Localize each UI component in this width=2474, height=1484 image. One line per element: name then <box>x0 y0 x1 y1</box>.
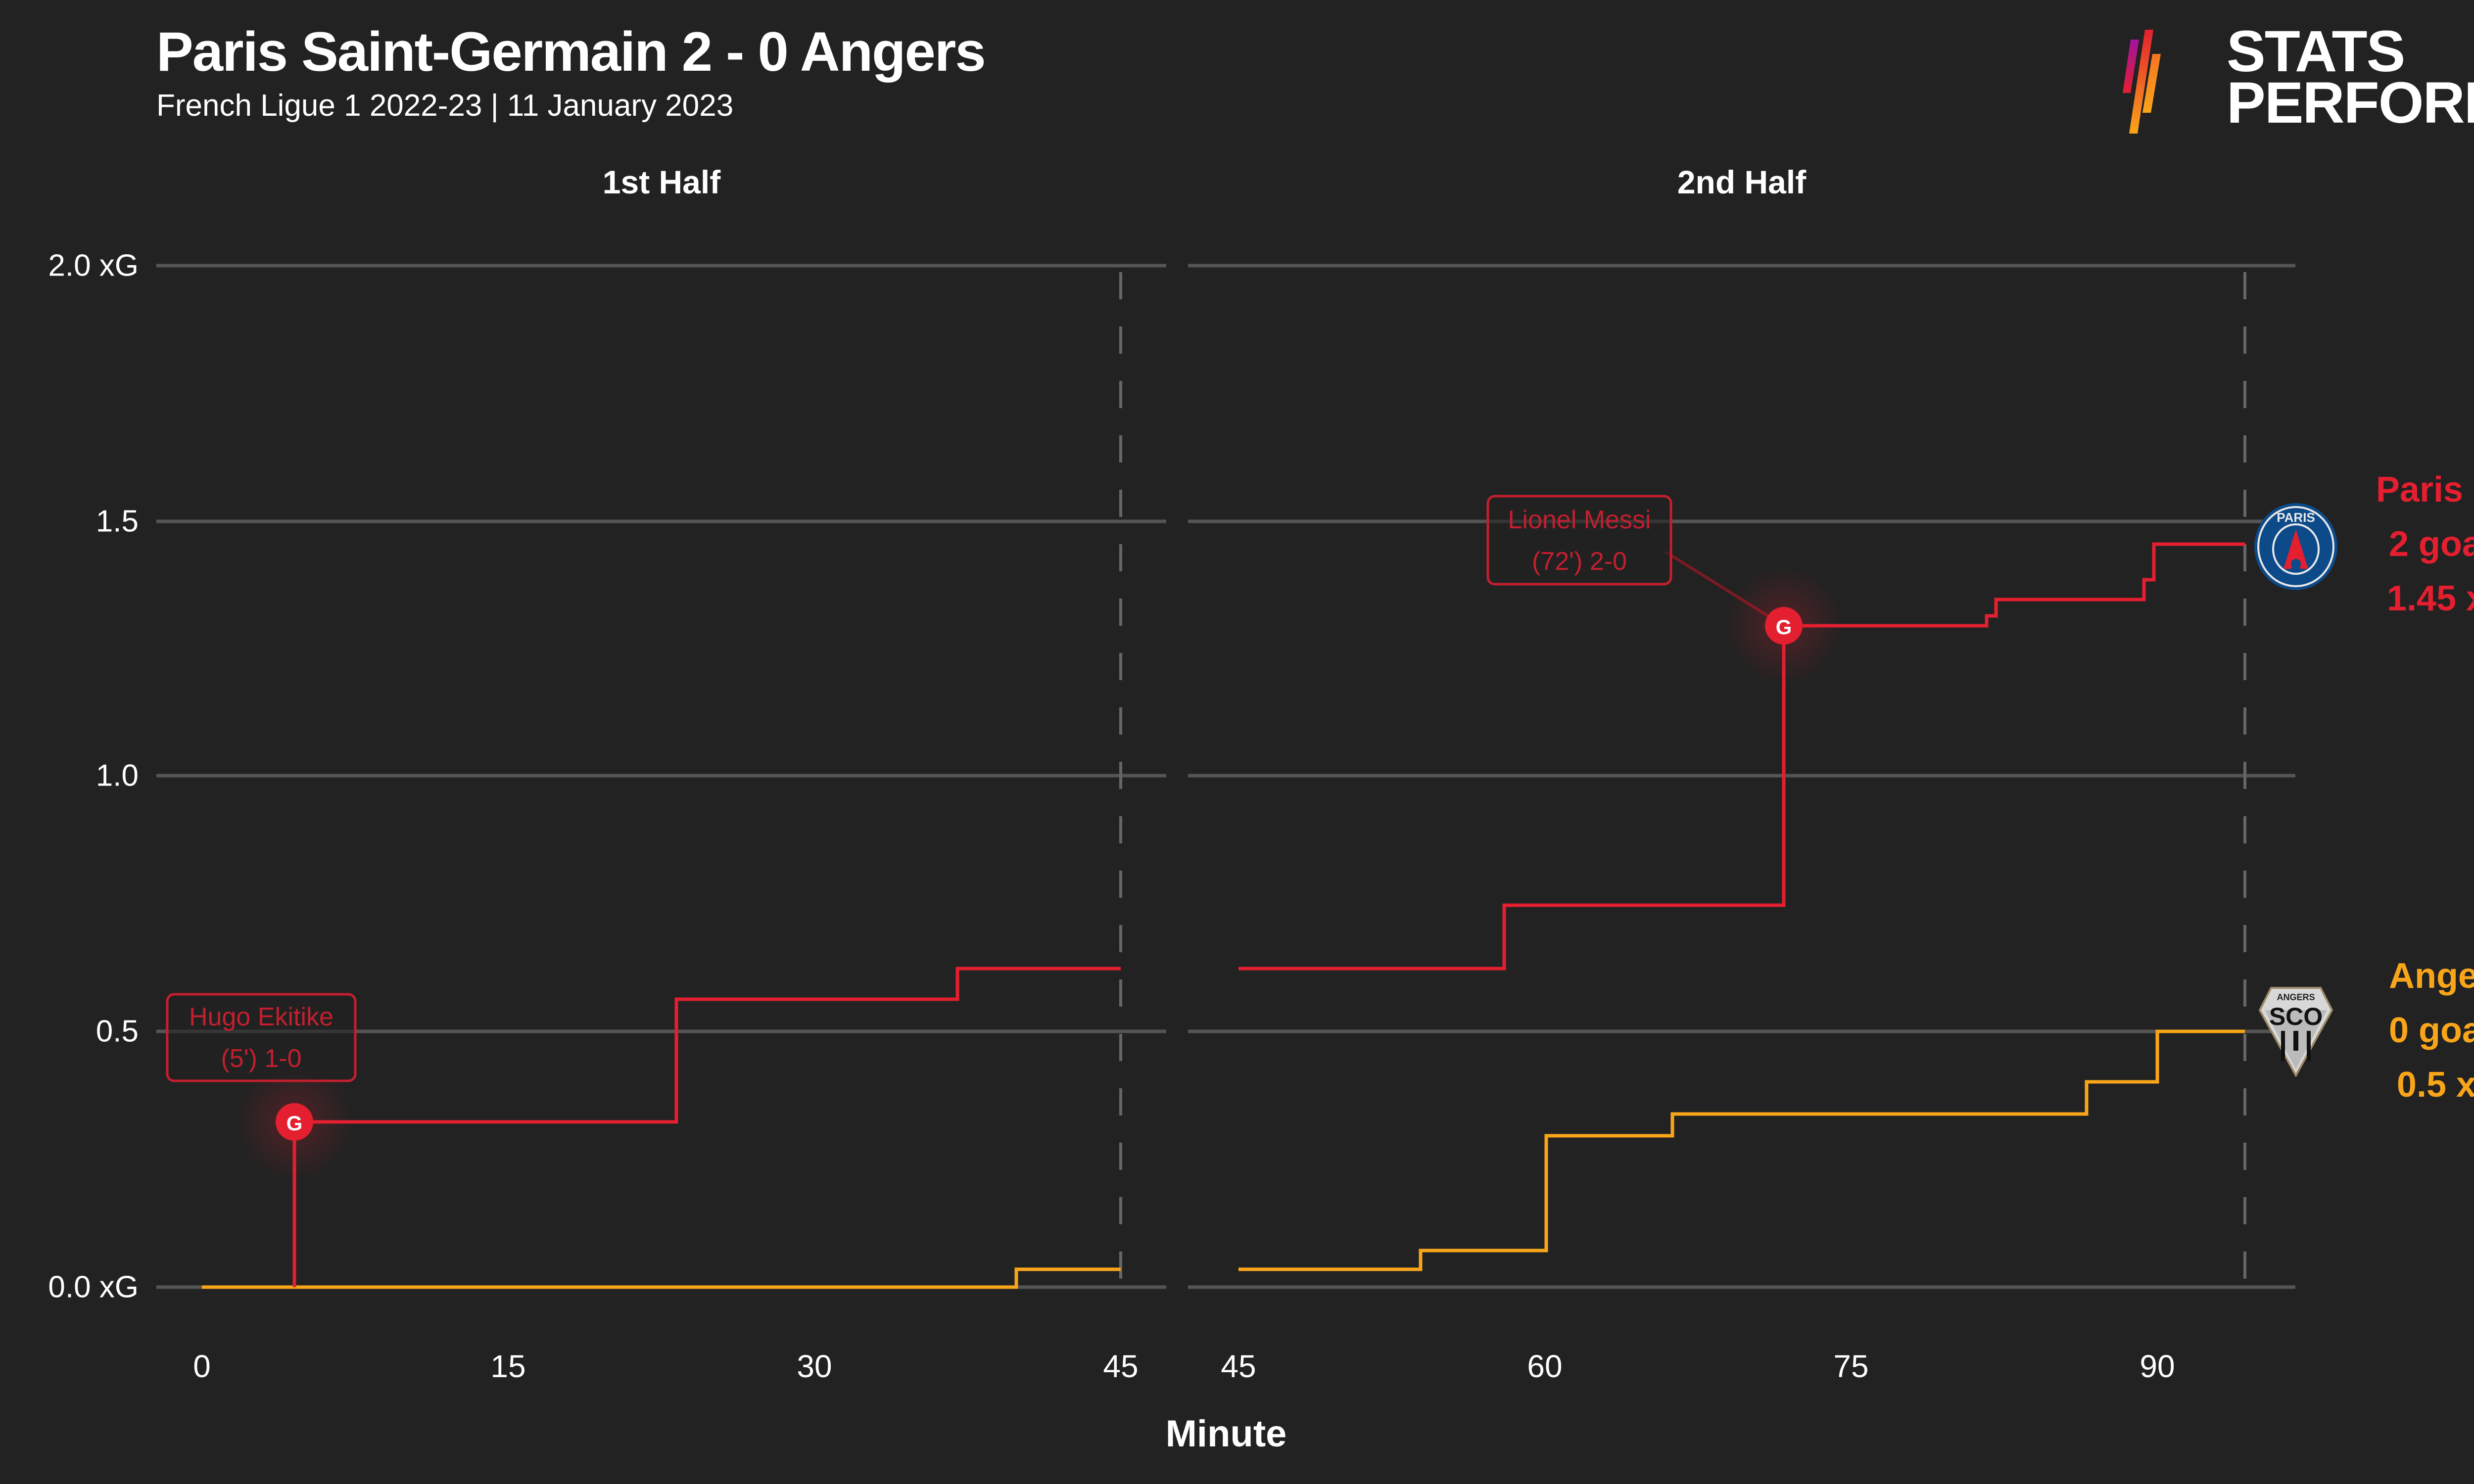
legend-angers: Angers 0 goals 0.5 xG <box>2327 949 2474 1112</box>
goal-marker-ekitike: G <box>276 1103 313 1141</box>
legend-psg-xg: 1.45 xG <box>2386 579 2474 618</box>
legend-angers-name: Angers <box>2388 956 2474 996</box>
chart-title: Paris Saint-Germain 2 - 0 Angers <box>156 21 986 83</box>
legend-psg: Paris SG 2 goals 1.45 xG <box>2327 463 2474 626</box>
half-end-markers <box>1119 272 2246 1287</box>
brand-line1: STATS <box>2227 19 2405 84</box>
legend-angers-xg: 0.5 xG <box>2396 1065 2474 1105</box>
x-tick-1h-30: 30 <box>797 1348 832 1384</box>
y-tick-1.0: 1.0 <box>95 758 139 793</box>
x-tick-1h-15: 15 <box>490 1348 526 1384</box>
svg-text:(5') 1-0: (5') 1-0 <box>221 1044 301 1073</box>
chart-subtitle: French Ligue 1 2022-23 | 11 January 2023 <box>156 89 734 123</box>
svg-text:SCO: SCO <box>2269 1003 2323 1030</box>
goal-marker-messi: G <box>1765 607 1803 645</box>
psg-crest-icon: PARIS <box>2254 502 2338 594</box>
angers-xg-line <box>202 1029 2245 1289</box>
svg-text:G: G <box>1776 615 1792 639</box>
gridlines <box>156 264 2295 1289</box>
stats-perform-stripes-icon <box>2123 30 2161 134</box>
svg-text:PARIS: PARIS <box>2277 510 2315 525</box>
stats-perform-logo: STATS PERFORM <box>2123 22 2474 136</box>
x-tick-2h-75: 75 <box>1833 1348 1869 1384</box>
svg-text:ANGERS: ANGERS <box>2277 992 2315 1002</box>
legend-angers-goals: 0 goals <box>2388 1011 2474 1050</box>
legend-psg-goals: 2 goals <box>2388 524 2474 564</box>
svg-text:G: G <box>286 1112 303 1135</box>
legend-psg-name: Paris SG <box>2376 470 2474 510</box>
annotation-messi: Lionel Messi (72') 2-0 <box>1486 495 1672 586</box>
brand-line2: PERFORM <box>2227 70 2474 136</box>
x-tick-1h-45: 45 <box>1103 1348 1139 1384</box>
y-tick-0.5: 0.5 <box>95 1014 139 1049</box>
svg-text:(72') 2-0: (72') 2-0 <box>1532 547 1627 576</box>
psg-xg-line <box>292 542 2245 1287</box>
panel-title-2nd-half: 2nd Half <box>1677 164 1807 200</box>
y-tick-1.5: 1.5 <box>95 504 139 539</box>
x-tick-1h-0: 0 <box>193 1348 211 1384</box>
x-axis-label: Minute <box>1165 1413 1287 1455</box>
svg-text:Hugo Ekitike: Hugo Ekitike <box>189 1003 333 1031</box>
x-tick-2h-90: 90 <box>2140 1348 2175 1384</box>
y-tick-0.0: 0.0 xG <box>48 1270 139 1304</box>
x-tick-2h-60: 60 <box>1527 1348 1563 1384</box>
x-tick-2h-45: 45 <box>1221 1348 1256 1384</box>
svg-text:Lionel Messi: Lionel Messi <box>1508 506 1651 534</box>
y-tick-2.0: 2.0 xG <box>48 248 139 283</box>
annotation-ekitike: Hugo Ekitike (5') 1-0 <box>166 993 357 1082</box>
stats-perform-wordmark: STATS PERFORM <box>2227 19 2474 136</box>
angers-sco-crest-icon: ANGERS SCO <box>2258 985 2333 1079</box>
panel-title-1st-half: 1st Half <box>602 164 721 200</box>
